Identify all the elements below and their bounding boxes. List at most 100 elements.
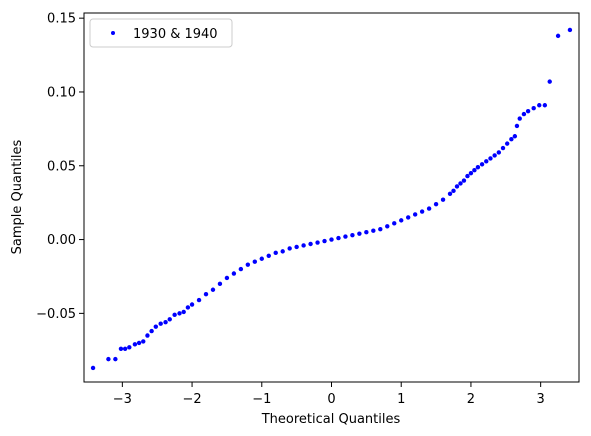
data-point — [484, 159, 489, 164]
data-point — [371, 228, 376, 233]
data-point — [461, 178, 467, 183]
data-point — [458, 181, 463, 186]
data-point — [405, 215, 411, 220]
data-point — [336, 235, 341, 241]
data-point — [399, 218, 404, 223]
data-point — [350, 232, 355, 238]
data-point — [238, 266, 244, 272]
data-point — [447, 191, 453, 197]
data-points — [90, 27, 573, 371]
data-point — [280, 249, 285, 254]
y-tick-label: −0.05 — [36, 307, 76, 322]
data-point — [440, 197, 446, 202]
data-point — [322, 238, 327, 244]
data-point — [451, 188, 456, 194]
x-tick-label: 3 — [537, 392, 545, 407]
data-point — [210, 287, 216, 292]
data-point — [412, 212, 418, 217]
data-point — [357, 231, 362, 236]
data-point — [492, 153, 497, 158]
data-point — [217, 281, 223, 287]
data-point — [189, 302, 195, 307]
y-tick-label: 0.00 — [47, 233, 76, 248]
data-point — [266, 253, 271, 258]
x-axis-label: Theoretical Quantiles — [261, 412, 401, 427]
legend-box — [89, 18, 233, 48]
data-point — [385, 224, 390, 229]
data-point — [465, 173, 470, 179]
data-point — [158, 321, 163, 326]
data-point — [419, 209, 425, 214]
data-point — [172, 312, 177, 318]
data-point — [145, 333, 150, 338]
data-point — [106, 356, 111, 362]
data-point — [259, 256, 264, 261]
legend-label: 1930 & 1940 — [133, 27, 218, 42]
data-point — [185, 305, 191, 310]
data-point — [252, 259, 258, 264]
data-point — [514, 123, 520, 129]
data-point — [496, 150, 502, 155]
y-tick-label: 0.10 — [47, 85, 76, 100]
data-point — [287, 246, 292, 251]
data-point — [542, 103, 548, 108]
data-point — [153, 324, 159, 329]
data-point — [504, 141, 510, 146]
data-point — [132, 342, 138, 347]
data-point — [567, 27, 573, 33]
x-tick-label: −2 — [182, 392, 201, 407]
x-tick-label: 0 — [327, 392, 335, 407]
x-tick-label: 2 — [467, 392, 475, 407]
data-point — [196, 297, 202, 303]
data-point — [329, 237, 334, 242]
data-point — [433, 201, 439, 207]
data-point — [224, 275, 230, 281]
data-point — [555, 33, 561, 39]
data-point — [231, 271, 237, 276]
x-axis-ticks: −3 −2 −1 0 1 2 3 — [113, 382, 545, 407]
data-point — [364, 229, 369, 235]
legend-marker — [111, 31, 115, 35]
data-point — [315, 240, 320, 245]
y-axis-ticks: −0.05 0.00 0.05 0.10 0.15 — [36, 12, 84, 322]
legend: 1930 & 1940 — [89, 18, 233, 48]
data-point — [149, 328, 154, 334]
data-point — [181, 309, 186, 315]
data-point — [113, 356, 118, 362]
data-point — [454, 184, 460, 189]
data-point — [468, 170, 474, 176]
x-tick-label: 1 — [397, 392, 405, 407]
data-point — [122, 346, 128, 351]
data-point — [509, 137, 514, 142]
data-point — [378, 227, 383, 232]
y-tick-label: 0.05 — [47, 159, 76, 174]
data-point — [118, 346, 124, 351]
data-point — [488, 156, 493, 161]
data-point — [525, 108, 531, 114]
data-point — [531, 106, 536, 111]
data-point — [547, 79, 552, 84]
data-point — [90, 365, 96, 371]
data-point — [245, 262, 251, 267]
data-point — [203, 291, 209, 297]
data-point — [500, 145, 506, 151]
data-point — [512, 134, 518, 139]
data-point — [537, 103, 542, 108]
y-axis-label: Sample Quantiles — [10, 139, 25, 254]
x-tick-label: −3 — [113, 392, 132, 407]
data-point — [136, 340, 142, 346]
data-point — [472, 167, 477, 173]
data-point — [294, 244, 299, 250]
data-point — [392, 221, 397, 226]
data-point — [163, 320, 168, 325]
data-point — [127, 345, 132, 350]
data-point — [177, 311, 182, 316]
data-point — [517, 116, 522, 121]
data-point — [141, 339, 146, 344]
data-point — [301, 243, 306, 248]
data-point — [308, 241, 313, 247]
data-point — [475, 165, 481, 170]
y-tick-label: 0.15 — [47, 12, 76, 27]
data-point — [521, 111, 527, 117]
